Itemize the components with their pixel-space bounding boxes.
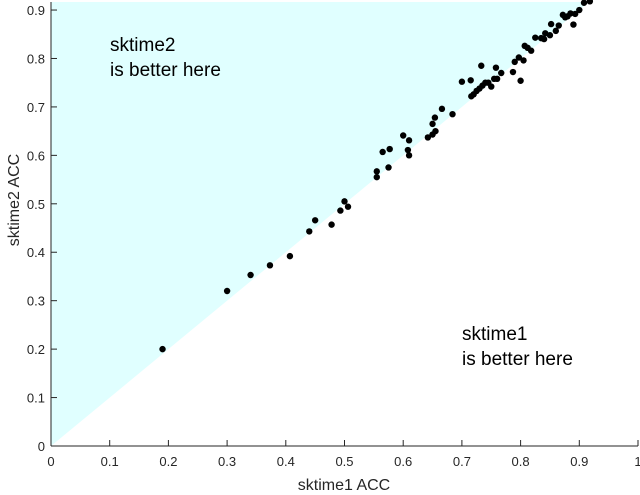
data-point (458, 78, 466, 85)
y-axis-label: sktime2 ACC (6, 154, 23, 246)
data-point (386, 145, 393, 153)
x-tick-label: 0.4 (277, 454, 295, 469)
data-point (580, 0, 588, 6)
data-point (400, 132, 407, 139)
y-tick-label: 0.2 (27, 342, 45, 357)
data-point (540, 35, 548, 43)
data-point (498, 69, 505, 77)
data-point (286, 252, 294, 260)
data-point (552, 27, 560, 35)
y-tick-label: 0.7 (27, 100, 45, 115)
annotation-line: sktime2 (110, 35, 175, 56)
y-tick-label: 0.9 (27, 3, 45, 18)
data-point (517, 77, 524, 84)
annotation-line: is better here (110, 60, 221, 81)
x-tick-label: 0.5 (335, 454, 353, 469)
y-tick-label: 0.6 (27, 148, 45, 163)
data-point (373, 168, 380, 175)
data-point (493, 75, 501, 83)
data-point (385, 164, 392, 171)
data-point (373, 173, 380, 181)
region-annotation: sktime1 is better here (462, 324, 573, 370)
x-axis-label: sktime1 ACC (298, 477, 390, 494)
data-point (405, 137, 413, 144)
x-tick-label: 0.1 (101, 454, 119, 469)
data-point (567, 10, 574, 17)
data-point (438, 105, 446, 113)
y-tick-label: 0 (38, 439, 45, 454)
data-point (223, 287, 231, 295)
data-point (478, 62, 485, 69)
data-points (159, 0, 594, 353)
data-point (571, 10, 579, 18)
y-tick-label: 0.5 (27, 197, 45, 212)
x-tick-label: 0.2 (159, 454, 177, 469)
data-point (532, 34, 539, 41)
data-point (404, 146, 412, 154)
data-point (431, 114, 439, 121)
data-point (337, 207, 344, 214)
x-tick-label: 0.3 (218, 454, 236, 469)
x-tick-label: 0 (47, 454, 54, 469)
data-point (547, 20, 555, 28)
data-point (488, 83, 495, 90)
data-point (520, 57, 527, 64)
data-point (424, 134, 432, 141)
axes: 0 0.1 0.2 0.3 0.4 0.5 0.6 0.7 0.8 0.9 1 0 0.1 0.2 0.3 0… (27, 2, 640, 469)
x-tick-label: 0.9 (570, 454, 588, 469)
x-tick-label: 0.6 (394, 454, 412, 469)
data-point (341, 198, 348, 205)
x-tick-label: 0.8 (512, 454, 530, 469)
data-point (492, 64, 500, 71)
data-point (311, 217, 319, 224)
data-point (515, 54, 523, 61)
annotation-line: sktime1 (462, 324, 527, 345)
data-point (509, 68, 517, 76)
data-point (511, 58, 518, 66)
y-tick-label: 0.4 (27, 245, 45, 260)
data-point (527, 47, 535, 54)
x-tick-label: 1 (634, 454, 640, 469)
data-point (405, 152, 413, 159)
data-point (449, 110, 456, 118)
annotation-line: is better here (462, 349, 573, 370)
y-tick-label: 0.3 (27, 294, 45, 309)
data-point (546, 32, 554, 39)
data-point (429, 120, 436, 128)
annotations: sktime2 is better here sktime1 is better he… (110, 35, 573, 370)
data-point (266, 262, 274, 269)
x-tick-label: 0.7 (453, 454, 471, 469)
region-annotation: sktime2 is better here (110, 35, 221, 81)
data-point (432, 127, 439, 135)
data-point (344, 203, 352, 210)
y-tick-label: 0.1 (27, 391, 45, 406)
data-point (576, 6, 583, 14)
data-point (467, 77, 474, 84)
data-point (159, 345, 166, 353)
data-point (555, 22, 562, 29)
data-point (379, 148, 386, 156)
data-point (570, 21, 577, 28)
data-point (247, 271, 254, 279)
data-point (328, 221, 335, 228)
data-point (306, 228, 313, 235)
data-point (586, 0, 594, 5)
y-tick-label: 0.8 (27, 51, 45, 66)
